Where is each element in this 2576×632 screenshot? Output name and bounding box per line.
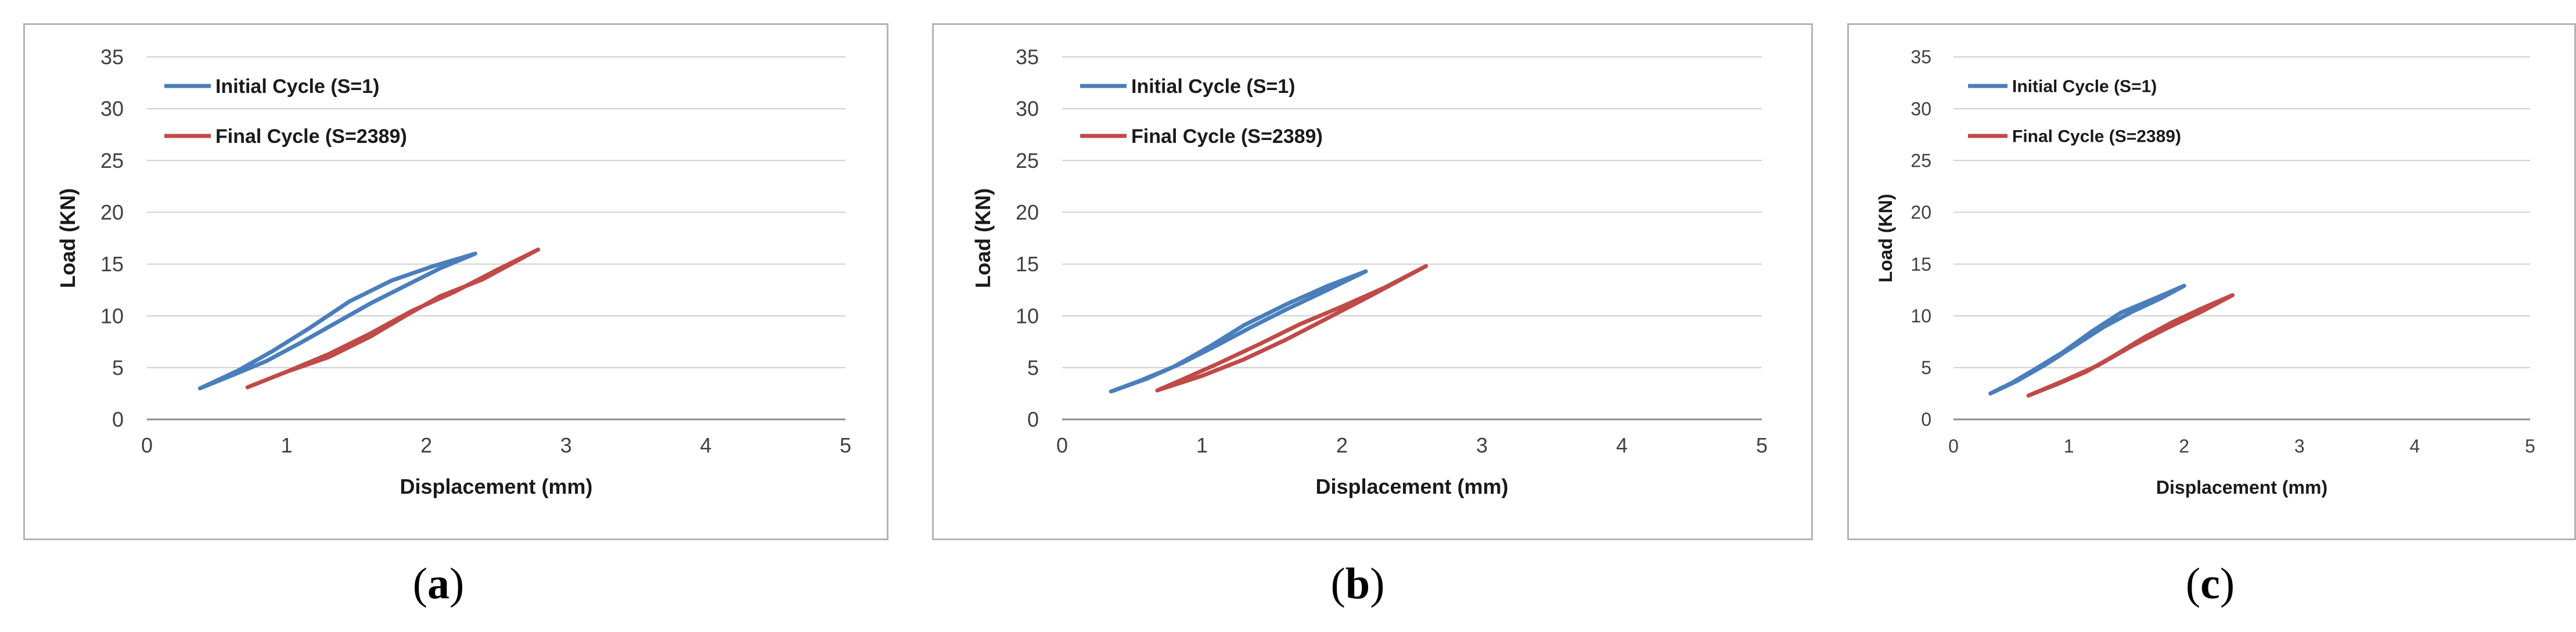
chart-panel-b: 0 5 10 15 20 25 30 35 0 1 2 3 4 5 Displacement (mm) Loa… bbox=[932, 23, 1813, 540]
y-tick-label-c-25: 25 bbox=[1911, 150, 1931, 171]
legend-label-a-final: Final Cycle (S=2389) bbox=[215, 125, 407, 148]
legend-label-a-initial: Initial Cycle (S=1) bbox=[215, 76, 380, 98]
x-tick-label-a-4: 4 bbox=[700, 433, 711, 457]
series-line-b-initial bbox=[1109, 269, 1368, 394]
chart-svg-a: 0 5 10 15 20 25 30 35 0 1 2 3 4 5 Displacement (mm) Loa… bbox=[56, 45, 851, 498]
y-tick-label-b-10: 10 bbox=[1016, 304, 1039, 328]
chart-panel-a: 0 5 10 15 20 25 30 35 0 1 2 3 4 5 Displacement (mm) Loa… bbox=[23, 23, 888, 540]
x-axis-title-b: Displacement (mm) bbox=[1315, 475, 1508, 498]
y-axis-title-b: Load (KN) bbox=[971, 188, 995, 288]
chart-svg-b: 0 5 10 15 20 25 30 35 0 1 2 3 4 5 Displacement (mm) Loa… bbox=[971, 45, 1768, 498]
y-tick-label-a-30: 30 bbox=[100, 97, 124, 121]
y-tick-label-b-25: 25 bbox=[1016, 149, 1039, 173]
y-tick-label-c-5: 5 bbox=[1921, 357, 1931, 378]
x-axis-title-a: Displacement (mm) bbox=[400, 475, 592, 498]
x-tick-label-c-1: 1 bbox=[2064, 436, 2074, 457]
legend-label-c-final: Final Cycle (S=2389) bbox=[2012, 127, 2181, 146]
y-tick-label-a-0: 0 bbox=[112, 408, 124, 432]
y-tick-label-a-35: 35 bbox=[100, 45, 124, 69]
x-tick-label-b-2: 2 bbox=[1336, 433, 1348, 457]
caption-letter-b: b bbox=[1345, 559, 1370, 608]
x-tick-label-a-1: 1 bbox=[281, 433, 293, 457]
x-tick-label-c-2: 2 bbox=[2179, 436, 2189, 457]
y-tick-label-b-15: 15 bbox=[1016, 252, 1039, 276]
caption-letter-c: c bbox=[2200, 559, 2220, 608]
series-line-c-final bbox=[2026, 293, 2235, 398]
y-tick-label-c-0: 0 bbox=[1921, 409, 1931, 430]
y-tick-label-a-5: 5 bbox=[112, 356, 124, 379]
x-tick-label-b-3: 3 bbox=[1476, 433, 1488, 457]
legend-label-b-initial: Initial Cycle (S=1) bbox=[1131, 76, 1296, 98]
y-tick-label-a-10: 10 bbox=[100, 304, 124, 328]
y-axis-title-a: Load (KN) bbox=[56, 188, 80, 288]
y-tick-label-c-30: 30 bbox=[1911, 98, 1931, 119]
y-tick-label-b-20: 20 bbox=[1016, 200, 1039, 224]
caption-b: (b) bbox=[1330, 559, 1385, 608]
x-tick-label-a-5: 5 bbox=[840, 433, 851, 457]
x-tick-label-c-3: 3 bbox=[2294, 436, 2305, 457]
series-line-b-final bbox=[1155, 264, 1429, 393]
y-tick-label-b-30: 30 bbox=[1016, 97, 1039, 121]
x-tick-label-a-0: 0 bbox=[141, 433, 153, 457]
x-tick-label-c-0: 0 bbox=[1948, 436, 1959, 457]
legend-label-b-final: Final Cycle (S=2389) bbox=[1131, 125, 1323, 148]
y-tick-label-c-20: 20 bbox=[1911, 202, 1931, 223]
caption-letter-a: a bbox=[427, 559, 449, 608]
y-tick-label-b-0: 0 bbox=[1027, 408, 1039, 432]
x-tick-label-c-5: 5 bbox=[2525, 436, 2535, 457]
y-tick-label-a-25: 25 bbox=[100, 149, 124, 173]
y-tick-label-c-15: 15 bbox=[1911, 254, 1931, 275]
x-tick-label-a-2: 2 bbox=[420, 433, 432, 457]
series-line-c-initial bbox=[1988, 283, 2186, 396]
y-tick-label-b-5: 5 bbox=[1027, 356, 1039, 379]
x-tick-label-b-0: 0 bbox=[1056, 433, 1068, 457]
y-tick-label-b-35: 35 bbox=[1016, 45, 1039, 69]
series-line-a-initial bbox=[197, 252, 477, 390]
legend-label-c-initial: Initial Cycle (S=1) bbox=[2012, 77, 2157, 96]
y-axis-title-c: Load (KN) bbox=[1875, 194, 1896, 283]
y-tick-label-a-20: 20 bbox=[100, 200, 124, 224]
x-tick-label-b-5: 5 bbox=[1756, 433, 1768, 457]
y-tick-label-c-10: 10 bbox=[1911, 306, 1931, 326]
y-tick-label-a-15: 15 bbox=[100, 252, 124, 276]
chart-svg-c: 0 5 10 15 20 25 30 35 0 1 2 3 4 5 Displacement (mm) Loa… bbox=[1875, 46, 2535, 498]
series-line-a-final bbox=[245, 247, 541, 390]
chart-panel-c: 0 5 10 15 20 25 30 35 0 1 2 3 4 5 Displacement (mm) Loa… bbox=[1847, 23, 2576, 540]
x-tick-label-c-4: 4 bbox=[2410, 436, 2420, 457]
y-tick-label-c-35: 35 bbox=[1911, 46, 1931, 67]
x-tick-label-b-1: 1 bbox=[1196, 433, 1208, 457]
caption-a: (a) bbox=[412, 559, 465, 608]
x-tick-label-b-4: 4 bbox=[1616, 433, 1628, 457]
x-axis-title-c: Displacement (mm) bbox=[2156, 477, 2327, 498]
caption-c: (c) bbox=[2185, 559, 2235, 608]
x-tick-label-a-3: 3 bbox=[560, 433, 572, 457]
